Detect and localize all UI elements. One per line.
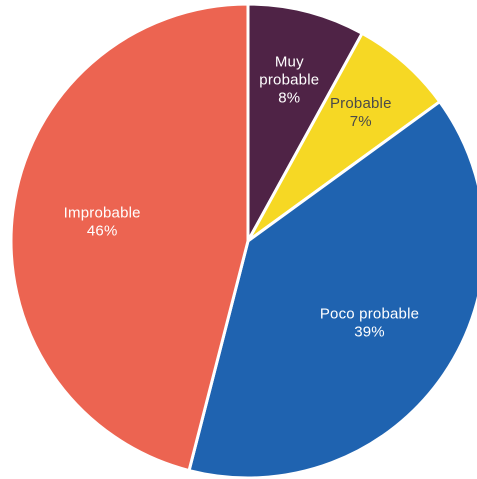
pie-slice-improbable: [9, 2, 250, 473]
pie-slice-poco-probable: [187, 99, 477, 479]
pie-slice-muy-probable: [246, 2, 365, 242]
value-label: 7%: [350, 113, 372, 130]
pie-slice-probable: [246, 31, 442, 243]
category-label: Poco probable: [320, 306, 419, 323]
category-label: Muy: [275, 53, 304, 70]
value-label: 46%: [87, 223, 118, 240]
value-label: 39%: [354, 324, 385, 341]
pie-slices: [9, 2, 477, 479]
category-label: probable: [259, 71, 319, 88]
value-label: 8%: [278, 89, 300, 106]
category-label: Improbable: [64, 205, 141, 222]
category-label: Probable: [330, 95, 392, 112]
